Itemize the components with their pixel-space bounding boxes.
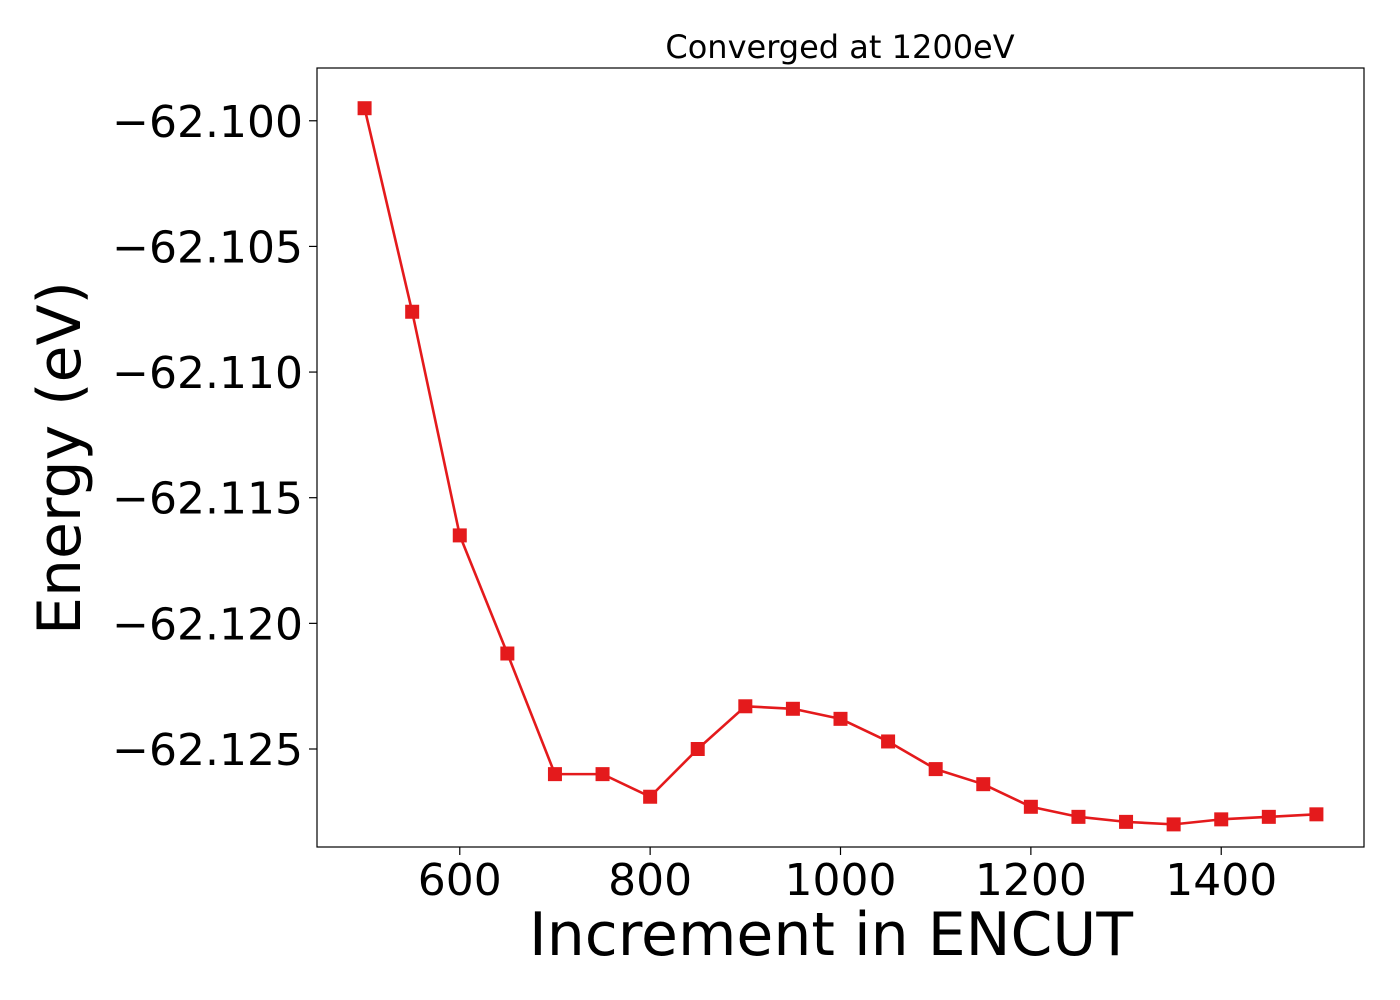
- data-point: [357, 101, 372, 116]
- chart-title: Converged at 1200eV: [665, 28, 1014, 66]
- data-point: [452, 528, 467, 543]
- data-point: [1309, 807, 1324, 822]
- data-point: [833, 711, 848, 726]
- data-point: [500, 646, 515, 661]
- x-tick-label: 1000: [785, 855, 897, 906]
- y-tick-label: −62.115: [112, 474, 303, 525]
- data-point: [405, 304, 420, 319]
- y-tick-label: −62.110: [112, 348, 303, 399]
- x-tick-label: 800: [608, 855, 692, 906]
- x-axis: 600 800 1000 1200 1400: [418, 847, 1277, 906]
- series-energy: [357, 101, 1324, 832]
- data-point: [1119, 814, 1134, 829]
- data-point: [738, 699, 753, 714]
- data-point: [785, 701, 800, 716]
- data-point: [1166, 817, 1181, 832]
- y-tick-label: −62.125: [112, 725, 303, 776]
- data-point: [1214, 812, 1229, 827]
- x-tick-label: 1400: [1165, 855, 1277, 906]
- x-tick-label: 600: [418, 855, 502, 906]
- x-axis-label: Increment in ENCUT: [529, 900, 1133, 970]
- y-tick-label: −62.120: [112, 599, 303, 650]
- x-tick-label: 1200: [975, 855, 1087, 906]
- y-tick-label: −62.105: [112, 222, 303, 273]
- data-point: [928, 762, 943, 777]
- y-tick-label: −62.100: [112, 97, 303, 148]
- y-axis-label: Energy (eV): [25, 281, 95, 635]
- data-point: [1071, 809, 1086, 824]
- data-point: [881, 734, 896, 749]
- data-point: [643, 789, 658, 804]
- data-point: [1023, 799, 1038, 814]
- y-axis: −62.100 −62.105 −62.110 −62.115 −62.120 −62.1…: [112, 97, 317, 776]
- data-point: [547, 767, 562, 782]
- data-point: [690, 742, 705, 756]
- data-point: [1261, 809, 1276, 824]
- data-point: [976, 777, 991, 792]
- data-point: [595, 767, 610, 782]
